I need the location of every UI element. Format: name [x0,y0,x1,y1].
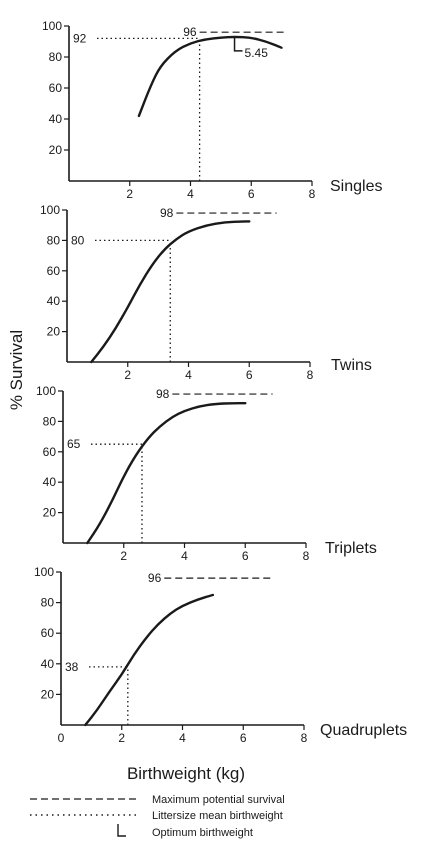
x-tick-label: 6 [246,368,253,382]
y-tick-label: 60 [49,81,63,95]
panel-label: Singles [330,178,382,195]
x-axis-label: Birthweight (kg) [127,764,245,783]
x-tick-label: 4 [185,368,192,382]
y-tick-label: 60 [41,626,55,640]
max-survival-label: 98 [160,206,174,220]
y-tick-label: 80 [41,596,55,610]
mean-survival-label: 92 [73,31,87,45]
survival-curve [84,593,215,727]
x-tick-label: 4 [179,731,186,745]
legend-label: Littersize mean birthweight [152,810,283,822]
panel-label: Quadruplets [320,722,407,739]
y-tick-label: 20 [49,143,63,157]
mean-survival-label: 38 [65,660,79,674]
y-tick-label: 40 [43,475,57,489]
y-tick-label: 40 [49,112,63,126]
y-tick-label: 100 [34,565,54,579]
y-axis-label: % Survival [7,330,26,410]
optimum-marker [233,36,243,52]
legend-item-dotted: Littersize mean birthweight [30,810,283,822]
x-tick-label: 0 [58,731,65,745]
y-tick-label: 60 [47,264,61,278]
x-tick-label: 6 [240,731,247,745]
max-survival-label: 96 [183,25,197,39]
x-tick-label: 2 [120,549,127,563]
legend-item-dashed: Maximum potential survival [30,794,285,806]
survival-curve [90,220,251,364]
y-tick-label: 20 [43,506,57,520]
panel-label: Triplets [325,540,377,557]
y-tick-label: 80 [43,414,57,428]
y-tick-label: 100 [40,203,60,217]
y-tick-label: 60 [43,445,57,459]
y-tick-label: 100 [42,19,62,33]
max-survival-label: 98 [156,387,170,401]
legend-label: Optimum birthweight [152,827,253,839]
optimum-label: 5.45 [245,46,269,60]
panel-singles: 20 40 60 80 100 2 4 6 8 96 92 5.45 Singles [42,19,383,201]
x-tick-label: 8 [303,549,310,563]
panel-twins: 20 40 60 80 100 2 4 6 8 98 80 Twins [40,203,372,382]
x-tick-label: 2 [118,731,125,745]
x-tick-label: 8 [307,368,314,382]
x-tick-label: 2 [126,187,133,201]
y-tick-label: 20 [41,687,55,701]
survival-curve [86,401,247,545]
y-tick-label: 80 [49,50,63,64]
legend-label: Maximum potential survival [152,794,285,806]
x-tick-label: 6 [242,549,249,563]
x-tick-label: 8 [301,731,308,745]
mean-survival-label: 80 [71,233,85,247]
panel-label: Twins [331,357,372,374]
legend-arrow-swatch [117,824,126,837]
panel-triplets: 20 40 60 80 100 2 4 6 8 98 65 Triplets [36,384,377,563]
max-survival-label: 96 [148,571,162,585]
mean-survival-label: 65 [67,437,81,451]
y-tick-label: 80 [47,233,61,247]
y-tick-label: 20 [47,325,61,339]
legend: Maximum potential survival Littersize mea… [30,794,285,839]
x-tick-label: 6 [248,187,255,201]
survival-curve [137,35,283,118]
x-tick-label: 4 [187,187,194,201]
y-tick-label: 100 [36,384,56,398]
panel-quadruplets: 20 40 60 80 100 0 2 4 6 8 96 38 Quadruplets [34,565,407,745]
x-tick-label: 4 [181,549,188,563]
y-tick-label: 40 [41,657,55,671]
legend-item-arrow: Optimum birthweight [117,824,253,839]
x-tick-label: 2 [124,368,131,382]
x-tick-label: 8 [309,187,316,201]
y-tick-label: 40 [47,294,61,308]
